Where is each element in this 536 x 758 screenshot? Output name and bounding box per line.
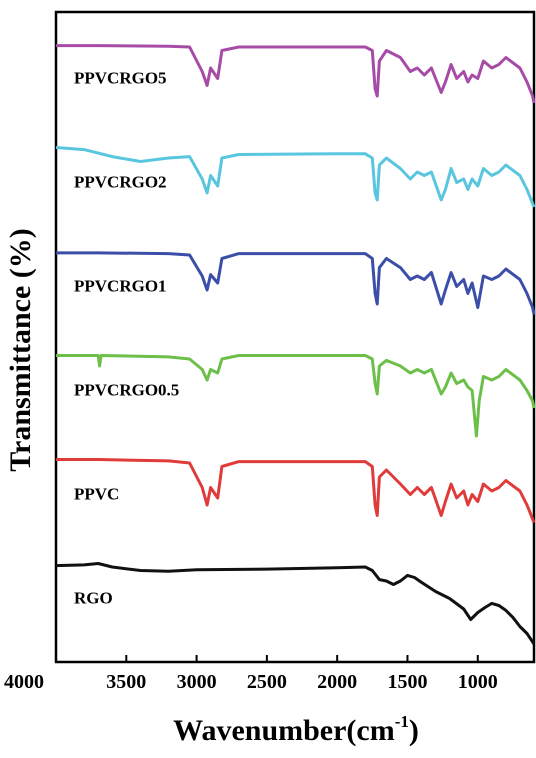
x-tick-label-2500: 2500 xyxy=(247,671,287,693)
plot-frame xyxy=(54,10,536,664)
x-tick-label-4000: 4000 xyxy=(4,671,44,693)
series-line-ppvcrgo2 xyxy=(55,146,536,208)
series-line-ppvc xyxy=(56,458,536,524)
x-tick-label-2000: 2000 xyxy=(317,671,357,693)
x-axis-title-superscript: -1 xyxy=(395,712,409,731)
series-label-ppvcrgo1: PPVCRGO1 xyxy=(74,277,167,296)
series-label-rgo: RGO xyxy=(74,589,113,608)
series-line-ppvcrgo5 xyxy=(56,44,536,104)
x-tick-label-1500: 1500 xyxy=(387,671,427,693)
x-axis-ticks xyxy=(55,655,479,662)
series-line-rgo xyxy=(55,562,536,645)
series-label-ppvcrgo5: PPVCRGO5 xyxy=(74,69,167,88)
series-labels: PPVCRGO5 PPVCRGO2 PPVCRGO1 PPVCRGO0.5 PPVC RG… xyxy=(74,69,179,608)
y-axis-title: Transmittance (%) xyxy=(4,228,37,472)
series-line-ppvcrgo1 xyxy=(56,251,536,315)
series-lines xyxy=(55,44,536,645)
series-line-ppvcrgo0-5 xyxy=(56,354,536,438)
x-axis-title-main: Wavenumber(cm xyxy=(173,714,395,747)
x-tick-label-3000: 3000 xyxy=(177,671,217,693)
x-axis-title: Wavenumber(cm-1) xyxy=(173,712,419,747)
x-axis-title-close: ) xyxy=(409,714,419,747)
series-label-ppvc: PPVC xyxy=(74,485,119,504)
series-label-ppvcrgo0-5: PPVCRGO0.5 xyxy=(74,381,179,400)
x-axis-tick-labels: 4000 3500 3000 2500 2000 1500 1000 xyxy=(4,671,498,693)
series-label-ppvcrgo2: PPVCRGO2 xyxy=(74,173,167,192)
x-tick-label-1000: 1000 xyxy=(458,671,498,693)
x-tick-label-3500: 3500 xyxy=(106,671,146,693)
